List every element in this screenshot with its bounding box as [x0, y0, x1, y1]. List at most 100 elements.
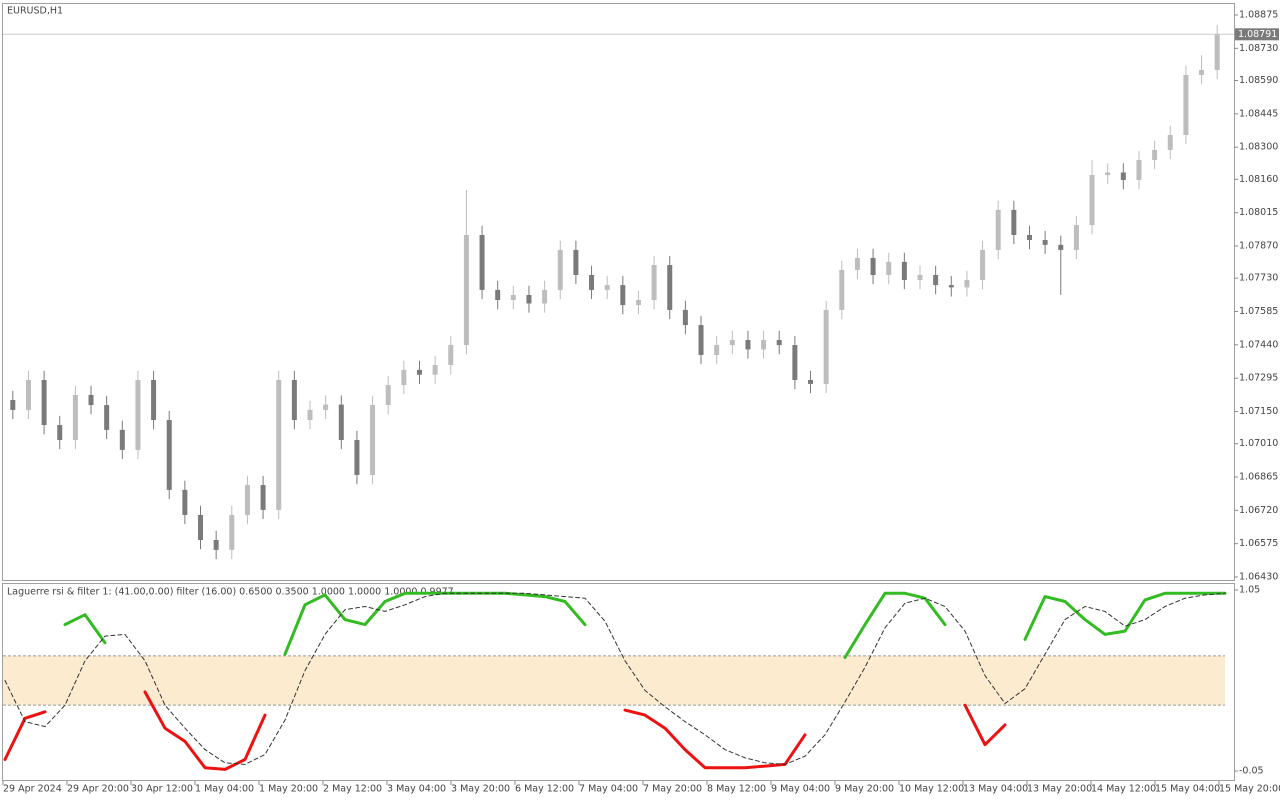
level-band — [3, 655, 1225, 706]
candle-body — [1042, 240, 1048, 245]
y-tick-label: 1.08590 — [1239, 75, 1278, 86]
candle-body — [1183, 74, 1189, 135]
x-tick-label: 29 Apr 20:00 — [67, 784, 129, 795]
candle-body — [244, 485, 250, 515]
x-tick-label: 9 May 20:00 — [835, 784, 894, 795]
candle-body — [401, 369, 407, 386]
x-tick-label: 29 Apr 2024 — [3, 784, 62, 795]
x-tick-label: 2 May 12:00 — [323, 784, 382, 795]
candle-body — [416, 369, 422, 375]
candle-body — [1105, 172, 1111, 175]
y-tick-label: 1.06575 — [1239, 538, 1278, 549]
candle-body — [948, 285, 954, 288]
indicator-line — [3, 690, 1007, 771]
candle-body — [323, 404, 329, 410]
candle-body — [1152, 149, 1158, 161]
x-tick-label: 8 May 12:00 — [707, 784, 766, 795]
x-tick-label: 7 May 20:00 — [643, 784, 702, 795]
candle-body — [370, 405, 376, 475]
candle-body — [823, 309, 829, 384]
x-tick-label: 15 May 04:00 — [1155, 784, 1220, 795]
candle-body — [307, 409, 313, 421]
candle-body — [495, 289, 501, 301]
candle-body — [854, 257, 860, 270]
candle-body — [964, 280, 970, 288]
candle-body — [463, 234, 469, 346]
y-tick-label: 1.08160 — [1239, 174, 1278, 185]
candle-body — [604, 285, 610, 290]
candle-body — [573, 249, 579, 275]
candle-body — [995, 209, 1001, 250]
candle-body — [166, 420, 172, 490]
candle-body — [260, 485, 266, 510]
candle-body — [698, 325, 704, 355]
candle-body — [1058, 244, 1064, 250]
x-tick-label: 15 May 20:00 — [1219, 784, 1280, 795]
candle-body — [119, 429, 125, 450]
x-tick-label: 10 May 12:00 — [899, 784, 964, 795]
candle-body — [291, 380, 297, 421]
y-tick-label: 1.08300 — [1239, 142, 1278, 153]
candle-body — [104, 405, 110, 430]
candle-body — [1011, 209, 1017, 235]
y-tick-label: 1.06430 — [1239, 572, 1278, 583]
candle-body — [761, 340, 767, 350]
y-tick-label: 1.07295 — [1239, 373, 1278, 384]
candle-body — [682, 309, 688, 326]
y-tick-label: 1.07150 — [1239, 406, 1278, 417]
last-price-box — [1235, 28, 1279, 41]
candle-body — [213, 539, 219, 550]
y-tick-label: 1.08445 — [1239, 108, 1278, 119]
x-tick-label: 9 May 04:00 — [771, 784, 830, 795]
candle-body — [510, 294, 516, 301]
y-tick-label: 1.08875 — [1239, 10, 1278, 21]
y-tick-label: -0.05 — [1239, 766, 1264, 777]
candle-body — [1073, 225, 1079, 250]
x-tick-label: 14 May 12:00 — [1091, 784, 1156, 795]
candle-body — [354, 440, 360, 475]
x-tick-label: 3 May 20:00 — [451, 784, 510, 795]
candle-body — [276, 380, 282, 510]
candle-body — [25, 380, 31, 410]
candle-body — [448, 345, 454, 366]
indicator-line — [63, 591, 1227, 659]
x-tick-label: 6 May 12:00 — [515, 784, 574, 795]
last-price-label: 1.08791 — [1238, 29, 1277, 40]
candle-body — [870, 257, 876, 275]
y-tick-label: 1.05 — [1239, 585, 1260, 596]
candle-body — [792, 345, 798, 381]
candle-body — [135, 380, 141, 450]
candle-body — [651, 265, 657, 301]
candle-body — [72, 394, 78, 441]
candle-body — [1089, 174, 1095, 226]
candle-body — [839, 269, 845, 310]
x-tick-label: 13 May 20:00 — [1027, 784, 1092, 795]
candle-body — [1214, 34, 1220, 70]
y-tick-label: 1.07010 — [1239, 438, 1278, 449]
candle-body — [980, 249, 986, 281]
x-tick-label: 30 Apr 12:00 — [131, 784, 193, 795]
candle-body — [151, 380, 157, 421]
candle-body — [1120, 172, 1126, 181]
candle-body — [479, 234, 485, 290]
candle-body — [808, 380, 814, 384]
y-tick-label: 1.06865 — [1239, 472, 1278, 483]
main-pane — [2, 3, 1235, 581]
candle-body — [1167, 134, 1173, 150]
indicator-title: Laguerre rsi & filter 1: (41.00,0.00) fi… — [7, 587, 454, 598]
candle-body — [526, 294, 532, 304]
y-tick-label: 1.08015 — [1239, 207, 1278, 218]
candle-body — [1136, 160, 1142, 181]
candle-body — [635, 300, 641, 306]
y-tick-label: 1.06720 — [1239, 505, 1278, 516]
candle-body — [1026, 234, 1032, 241]
candle-body — [432, 365, 438, 375]
x-tick-label: 1 May 04:00 — [195, 784, 254, 795]
candle-body — [198, 514, 204, 540]
candle-body — [714, 345, 720, 355]
candle-body — [729, 340, 735, 346]
chart-title: EURUSD,H1 — [7, 6, 63, 17]
candle-body — [886, 261, 892, 275]
candle-body — [620, 285, 626, 306]
